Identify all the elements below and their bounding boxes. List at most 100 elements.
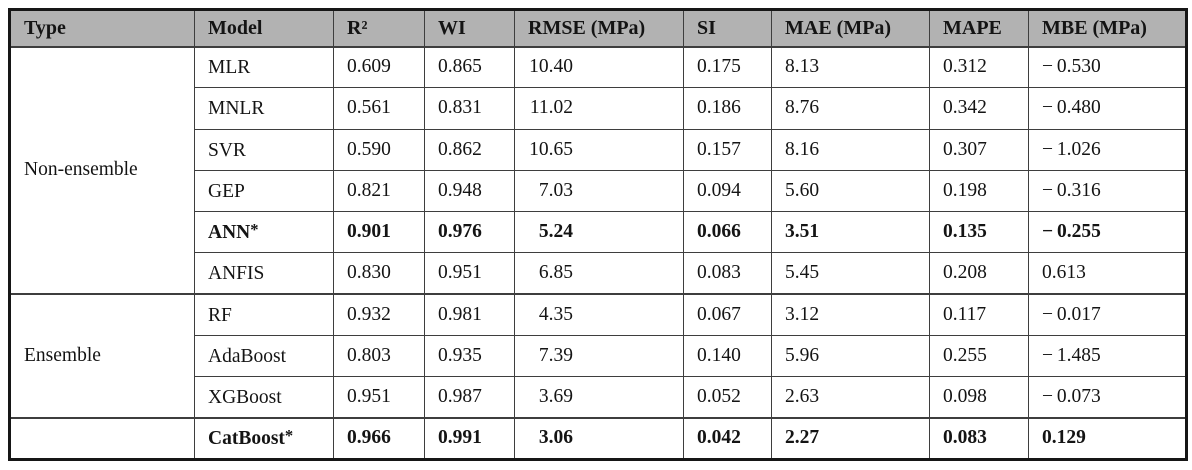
cell-mbe: 0.129 xyxy=(1028,417,1187,461)
rmse-value: 6.85 xyxy=(538,262,573,284)
header-row: Type Model R² WI RMSE (MPa) SI MAE (MPa)… xyxy=(9,9,1187,48)
cell-rmse: 3.69 xyxy=(514,376,684,419)
cell-si: 0.175 xyxy=(683,45,772,89)
cell-r2: 0.821 xyxy=(333,169,425,213)
cell-mape: 0.342 xyxy=(929,87,1029,130)
cell-mape: 0.117 xyxy=(929,293,1029,337)
cell-mape: 0.135 xyxy=(929,211,1029,254)
cell-mape: 0.198 xyxy=(929,169,1029,213)
rmse-value: 7.39 xyxy=(538,345,573,367)
cell-model: SVR xyxy=(194,128,334,171)
cell-rmse: 4.35 xyxy=(514,293,684,337)
table-row-gep: GEP 0.821 0.948 7.03 0.094 5.60 0.198 − … xyxy=(10,169,1187,213)
cell-r2: 0.932 xyxy=(333,293,425,337)
cell-wi: 0.987 xyxy=(424,376,515,419)
cell-si: 0.157 xyxy=(683,128,772,171)
cell-r2: 0.830 xyxy=(333,252,425,295)
cell-si: 0.067 xyxy=(683,293,772,337)
rmse-value: 3.06 xyxy=(538,427,573,449)
table-row-xgboost: XGBoost 0.951 0.987 3.69 0.052 2.63 0.09… xyxy=(10,376,1187,419)
cell-mae: 5.45 xyxy=(771,252,930,295)
table-row-rf: Ensemble RF 0.932 0.981 4.35 0.067 3.12 … xyxy=(9,293,1187,419)
column-header-mape: MAPE xyxy=(929,9,1029,48)
cell-mape: 0.255 xyxy=(929,335,1029,378)
model-label: ANN xyxy=(208,222,251,244)
cell-model: CatBoost* xyxy=(194,417,334,461)
cell-wi: 0.865 xyxy=(424,45,515,89)
cell-mape: 0.098 xyxy=(929,376,1029,419)
model-label: ANFIS xyxy=(208,263,265,285)
cell-mae: 8.13 xyxy=(771,45,930,89)
cell-mape: 0.208 xyxy=(929,252,1029,295)
cell-r2: 0.966 xyxy=(333,417,425,461)
cell-si: 0.083 xyxy=(683,252,772,295)
rmse-value: 5.24 xyxy=(538,221,573,243)
cell-r2: 0.561 xyxy=(333,87,425,130)
cell-mbe: − 0.530 xyxy=(1028,45,1187,89)
cell-mae: 3.12 xyxy=(771,293,930,337)
cell-mae: 8.16 xyxy=(771,128,930,171)
cell-mae: 5.60 xyxy=(771,169,930,213)
cell-r2: 0.590 xyxy=(333,128,425,171)
rmse-value: 10.40 xyxy=(529,56,573,78)
cell-model: AdaBoost xyxy=(194,335,334,378)
cell-model: ANN* xyxy=(194,211,334,254)
cell-wi: 0.935 xyxy=(424,335,515,378)
star-superscript: * xyxy=(250,220,259,240)
cell-mae: 3.51 xyxy=(771,211,930,254)
model-label: MLR xyxy=(208,57,251,79)
cell-wi: 0.948 xyxy=(424,169,515,213)
column-header-r2: R² xyxy=(333,9,425,48)
cell-wi: 0.976 xyxy=(424,211,515,254)
table-row-svr: SVR 0.590 0.862 10.65 0.157 8.16 0.307 −… xyxy=(10,128,1187,171)
cell-mae: 8.76 xyxy=(771,87,930,130)
column-header-wi: WI xyxy=(424,9,515,48)
rmse-value: 4.35 xyxy=(538,303,573,325)
column-header-mae: MAE (MPa) xyxy=(771,9,930,48)
cell-rmse: 10.40 xyxy=(514,45,684,89)
cell-rmse: 5.24 xyxy=(514,211,684,254)
cell-model: XGBoost xyxy=(194,376,334,419)
rmse-value: 10.65 xyxy=(529,138,573,160)
cell-r2: 0.951 xyxy=(333,376,425,419)
group-cell-ensemble: Ensemble xyxy=(9,293,195,419)
cell-wi: 0.951 xyxy=(424,252,515,295)
cell-model: RF xyxy=(194,293,334,337)
cell-r2: 0.609 xyxy=(333,45,425,89)
cell-rmse: 11.02 xyxy=(514,87,684,130)
star-superscript: * xyxy=(284,426,294,446)
cell-mae: 2.27 xyxy=(771,417,930,461)
group-cell-non-ensemble: Non-ensemble xyxy=(9,46,195,295)
table-row-ann-highlighted: ANN* 0.901 0.976 5.24 0.066 3.51 0.135 −… xyxy=(10,211,1187,254)
model-label: XGBoost xyxy=(208,387,282,409)
cell-si: 0.094 xyxy=(683,169,772,213)
cell-rmse: 10.65 xyxy=(514,128,684,171)
table-row-anfis: ANFIS 0.830 0.951 6.85 0.083 5.45 0.208 … xyxy=(10,252,1187,295)
cell-wi: 0.862 xyxy=(424,128,515,171)
model-label: CatBoost xyxy=(208,428,285,450)
cell-r2: 0.803 xyxy=(333,335,425,378)
cell-mbe: − 0.255 xyxy=(1028,211,1187,254)
model-label: AdaBoost xyxy=(208,346,286,367)
table-row-mnlr: MNLR 0.561 0.831 11.02 0.186 8.76 0.342 … xyxy=(10,87,1187,130)
model-label: SVR xyxy=(208,139,246,161)
model-label: GEP xyxy=(208,180,245,202)
cell-mbe: − 0.316 xyxy=(1028,169,1187,213)
cell-si: 0.140 xyxy=(683,335,772,378)
cell-model: ANFIS xyxy=(194,252,334,295)
table-row-catboost-highlighted: CatBoost* 0.966 0.991 3.06 0.042 2.27 0.… xyxy=(9,417,1187,461)
group-cell-empty xyxy=(9,417,195,461)
cell-si: 0.052 xyxy=(683,376,772,419)
model-label: RF xyxy=(208,304,232,326)
cell-mbe: − 0.017 xyxy=(1028,293,1187,337)
cell-wi: 0.981 xyxy=(424,293,515,337)
column-header-type: Type xyxy=(9,9,195,48)
cell-model: MLR xyxy=(194,45,334,89)
cell-rmse: 7.39 xyxy=(514,335,684,378)
cell-mbe: − 1.026 xyxy=(1028,128,1187,171)
column-header-rmse: RMSE (MPa) xyxy=(514,9,684,48)
table-row-mlr: Non-ensemble MLR 0.609 0.865 10.40 0.175… xyxy=(9,45,1187,295)
cell-mbe: − 1.485 xyxy=(1028,335,1187,378)
column-header-si: SI xyxy=(683,9,772,48)
cell-model: GEP xyxy=(194,169,334,213)
